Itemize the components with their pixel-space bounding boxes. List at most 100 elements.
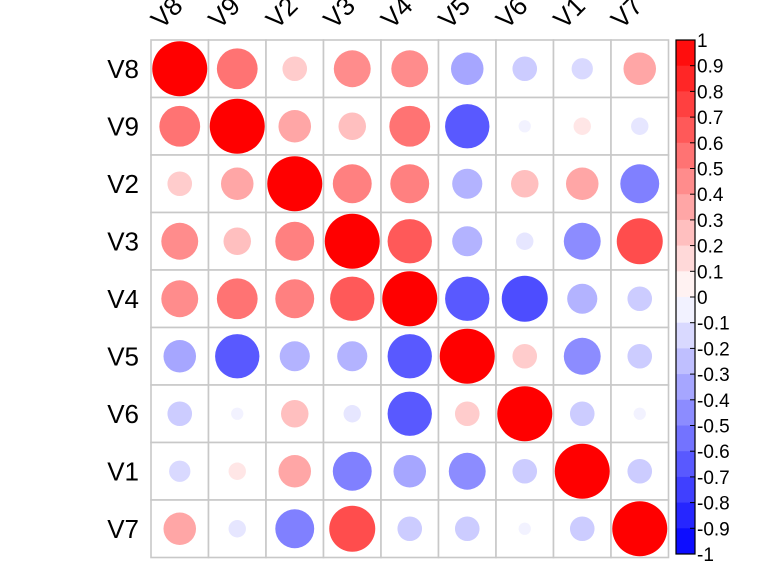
color-legend-swatch	[676, 194, 695, 221]
column-labels: V8 V9 V2 V3 V4 V5 V6 V1 V7	[145, 0, 649, 34]
color-legend-label: 0	[697, 288, 708, 309]
color-legend-label: -0.8	[697, 494, 730, 515]
color-legend-swatch	[676, 425, 695, 452]
corr-circle-v8-v5	[450, 52, 484, 86]
corr-circle-v7-v9	[228, 520, 246, 538]
color-legend-swatch	[676, 399, 695, 426]
corr-circle-v2-v7	[620, 164, 660, 204]
color-legend-swatch	[676, 219, 695, 247]
row-label-v2: V2	[107, 169, 139, 199]
corr-circle-v9-v9	[209, 98, 265, 154]
corr-circle-v8-v2	[282, 56, 308, 82]
corr-circle-v3-v3	[324, 213, 380, 269]
corr-circle-v3-v6	[516, 232, 534, 250]
corr-circle-v1-v2	[278, 454, 312, 488]
corr-circle-v8-v3	[333, 50, 371, 88]
color-legend-swatch	[676, 65, 695, 92]
corr-circle-v3-v1	[563, 222, 601, 260]
color-legend-swatch	[676, 271, 695, 298]
corr-circle-v5-v1	[563, 337, 601, 375]
corr-circle-v5-v7	[627, 343, 653, 369]
corr-circle-v3-v4	[387, 219, 432, 264]
color-legend-swatch	[676, 322, 695, 349]
corr-circle-v4-v4	[382, 271, 438, 327]
color-legend-label: 0.5	[697, 160, 723, 181]
corr-circle-v4-v5	[445, 276, 490, 321]
corr-circle-v9-v8	[159, 105, 201, 147]
color-legend-swatch	[676, 348, 695, 375]
corr-circle-v4-v6	[501, 275, 548, 322]
color-legend-label: 0.8	[697, 82, 723, 103]
corr-circle-v4-v1	[567, 283, 598, 314]
corr-circle-v5-v9	[215, 334, 260, 379]
corr-circle-v3-v5	[452, 226, 483, 257]
color-legend-label: -0.2	[697, 339, 730, 360]
corr-circle-v6-v1	[569, 401, 595, 427]
row-label-v1: V1	[107, 456, 139, 486]
color-legend-swatch	[676, 142, 695, 169]
corr-circle-v8-v1	[571, 58, 593, 80]
corr-circle-v8-v6	[512, 56, 538, 82]
column-label-v3: V3	[317, 0, 361, 34]
corr-circle-v7-v1	[569, 516, 595, 542]
corr-circle-v9-v3	[338, 112, 366, 140]
color-legend-label: 0.3	[697, 211, 723, 232]
corr-circle-v6-v8	[167, 401, 193, 427]
corr-circle-v5-v2	[279, 341, 310, 372]
color-legend-swatch	[676, 528, 695, 555]
corr-circle-v1-v1	[554, 443, 610, 499]
corr-circle-v5-v8	[163, 339, 197, 373]
corr-circle-v1-v6	[512, 458, 538, 484]
row-label-v4: V4	[107, 284, 139, 314]
corr-circle-v2-v8	[167, 171, 193, 197]
corr-circle-v1-v4	[393, 454, 427, 488]
corr-circle-v6-v2	[281, 400, 309, 428]
corr-circle-v9-v5	[445, 104, 490, 149]
corr-circle-v8-v8	[152, 41, 208, 97]
column-label-v9: V9	[202, 0, 246, 34]
color-legend-label: 0.4	[697, 185, 724, 206]
corr-circle-v8-v7	[623, 52, 657, 86]
color-legend-label: -0.4	[697, 391, 730, 412]
color-legend-label: -0.7	[697, 468, 730, 489]
corr-circle-v1-v5	[448, 452, 486, 490]
row-label-v6: V6	[107, 399, 139, 429]
corr-circle-v1-v7	[627, 458, 653, 484]
corr-circle-v5-v6	[512, 343, 538, 369]
corr-circle-v7-v4	[397, 516, 423, 542]
row-label-v3: V3	[107, 226, 139, 256]
color-legend-label: 0.2	[697, 237, 723, 258]
corr-circle-v6-v3	[343, 405, 361, 423]
row-label-v5: V5	[107, 341, 139, 371]
corr-circle-v7-v2	[275, 509, 315, 549]
color-legend-swatch	[676, 502, 695, 529]
corr-circle-v6-v6	[497, 386, 553, 442]
corr-circle-v9-v7	[631, 117, 649, 135]
corr-circle-v1-v8	[169, 460, 191, 482]
corr-circle-v2-v9	[220, 167, 254, 201]
color-legend-label: -0.6	[697, 442, 730, 463]
color-legend-swatch	[676, 117, 695, 144]
corr-circle-v2-v2	[267, 156, 323, 212]
corr-circle-v2-v3	[332, 164, 372, 204]
corr-circle-v5-v4	[387, 334, 432, 379]
corr-circle-v3-v7	[616, 218, 663, 265]
corr-circle-v4-v9	[216, 278, 258, 320]
row-label-v8: V8	[107, 54, 139, 84]
color-legend-label: -1	[697, 545, 714, 566]
corr-circle-v6-v9	[231, 407, 244, 420]
column-label-v6: V6	[490, 0, 534, 34]
color-legend: 1 0.9 0.8 0.7 0.6 0.5 0.4 0.3 0.2 0.1 0 -0.1 -0.2 -0.…	[675, 31, 730, 566]
corr-circle-v4-v7	[627, 286, 653, 312]
color-legend-label: 1	[697, 31, 708, 52]
color-legend-swatch	[676, 476, 695, 504]
corr-circle-v3-v9	[223, 227, 251, 255]
corr-circle-v9-v4	[389, 105, 431, 147]
column-label-v5: V5	[432, 0, 476, 34]
corr-circle-v2-v1	[565, 167, 599, 201]
color-legend-swatch	[676, 40, 695, 67]
corr-circle-v8-v4	[391, 50, 429, 88]
color-legend-label: 0.6	[697, 134, 723, 155]
grid-cell-v8-v1	[552, 39, 612, 99]
